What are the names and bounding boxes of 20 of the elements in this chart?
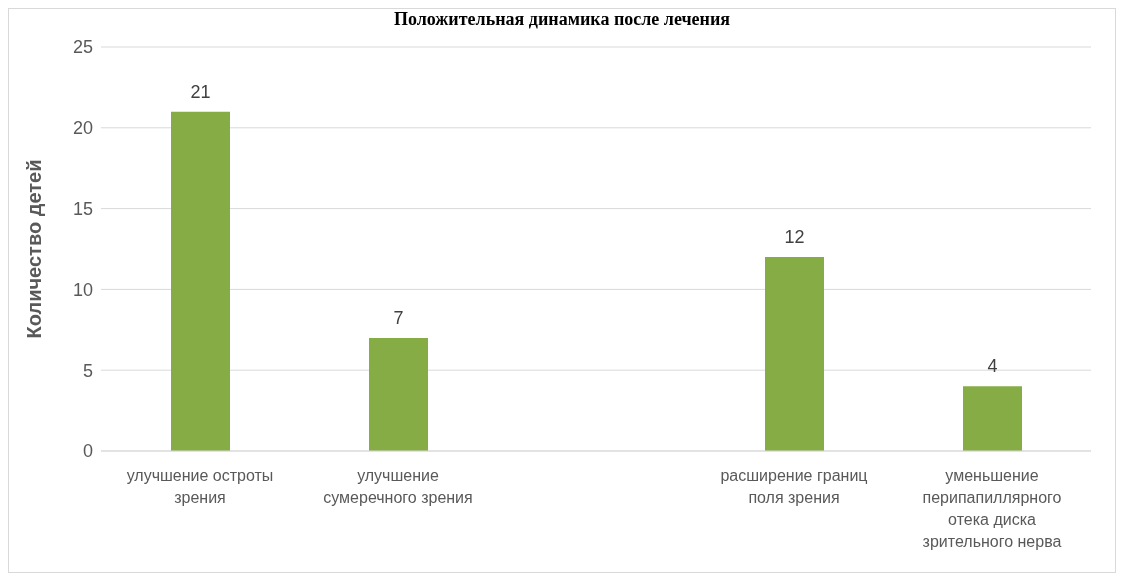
data-label: 21 — [190, 81, 211, 102]
y-axis-title: Количество детей — [23, 159, 46, 339]
chart-title: Положительная динамика после лечения — [392, 9, 732, 30]
bar — [765, 257, 824, 451]
bar — [369, 337, 428, 451]
x-tick-label: улучшение остроты зрения — [126, 467, 274, 506]
bar — [171, 111, 230, 451]
bar — [963, 386, 1022, 451]
data-label: 4 — [987, 356, 998, 377]
y-tick-label: 15 — [72, 198, 93, 219]
y-tick-label: 20 — [72, 118, 93, 139]
y-tick-label: 0 — [82, 441, 93, 462]
data-label: 7 — [393, 307, 404, 328]
y-tick-label: 5 — [82, 360, 93, 381]
x-tick-label: расширение границ поля зрения — [720, 467, 868, 506]
y-tick-label: 25 — [72, 37, 93, 58]
y-tick-label: 10 — [72, 279, 93, 300]
x-tick-label: уменьшение перипапиллярного отека диска зрительного нерва — [922, 467, 1062, 550]
data-label: 12 — [784, 227, 805, 248]
x-tick-label: улучшение сумеречного зрения — [323, 467, 473, 506]
